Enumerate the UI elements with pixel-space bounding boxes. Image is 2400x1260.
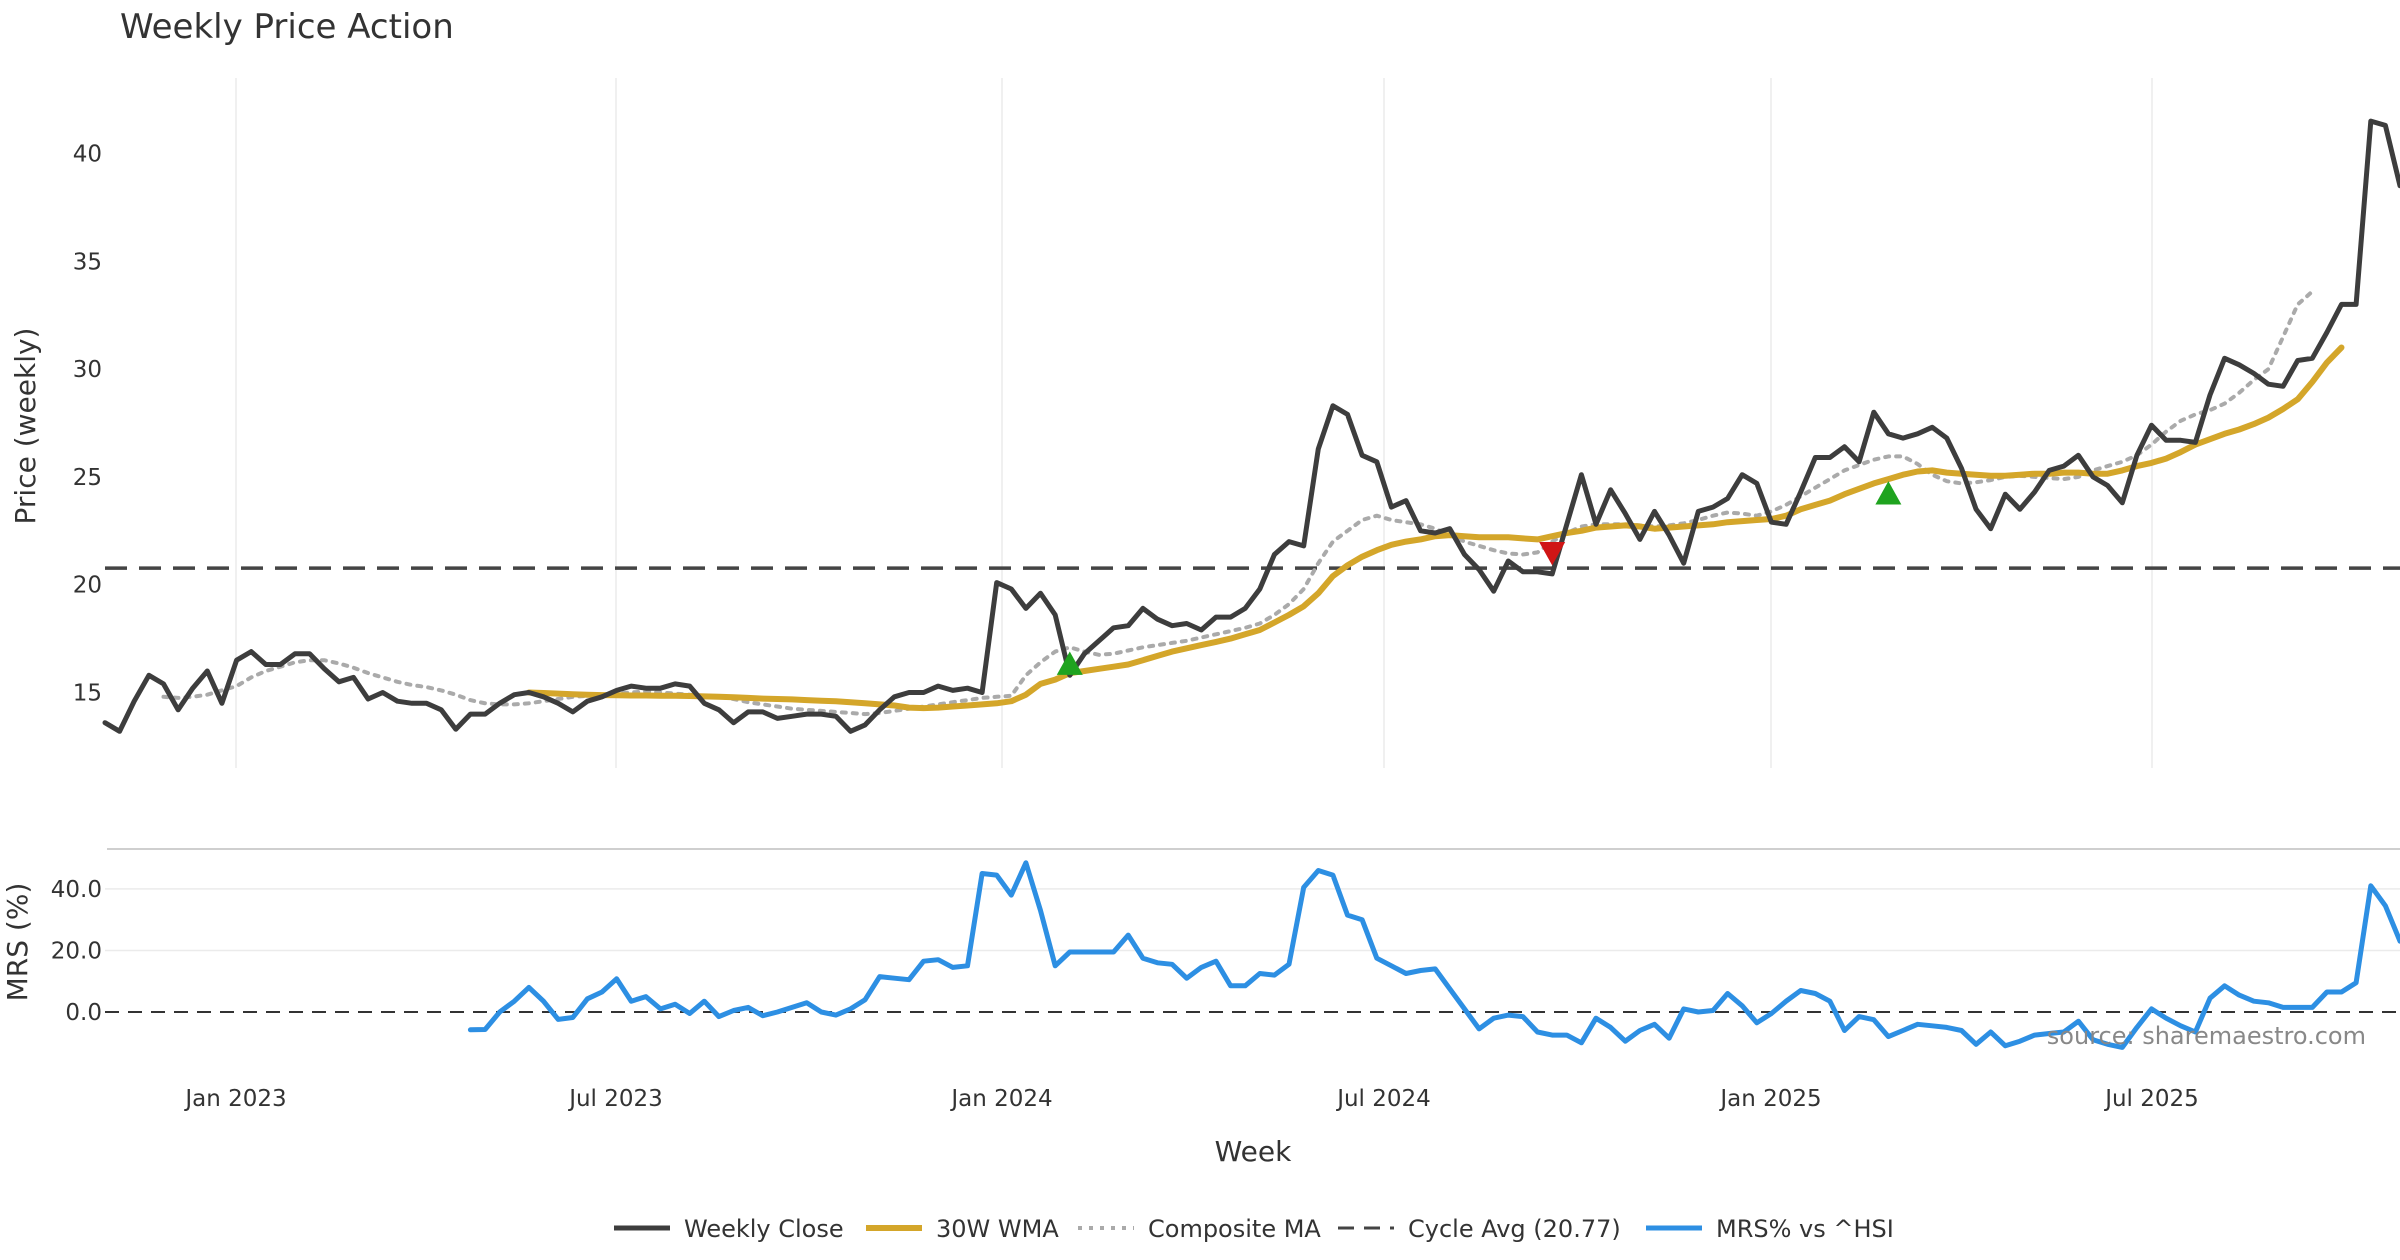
wma-legend-label: 30W WMA [936,1215,1059,1243]
price-panel: 15 20 25 30 35 40 Price (weekly) [9,78,2400,768]
price-y-axis-label: Price (weekly) [9,328,42,525]
price-grid [235,78,2153,768]
x-tick-label: Jul 2025 [2103,1086,2199,1112]
buy-signal-marker [1875,481,1902,505]
sell-signal-marker [1539,541,1566,566]
price-ytick-label: 15 [73,681,102,707]
close-legend-label: Weekly Close [684,1215,844,1243]
source-note: source: sharemaestro.com [2047,1022,2366,1050]
weekly-close-line [102,118,2400,734]
price-ytick-label: 25 [73,465,102,491]
x-tick-label: Jan 2024 [949,1086,1052,1112]
legend: Weekly Close 30W WMA Composite MA Cycle Avg… [614,1215,1894,1243]
mrs-line [467,860,2400,1050]
buy-signal-marker [1056,651,1083,675]
cycle-legend-label: Cycle Avg (20.77) [1408,1215,1621,1243]
mrs-panel: 40.0 20.0 0.0 MRS (%) source: sharemaestro… [1,860,2400,1050]
x-tick-label: Jul 2024 [1335,1086,1431,1112]
x-axis-label: Week [1215,1135,1292,1168]
mrs-legend-label: MRS% vs ^HSI [1716,1215,1894,1243]
mrs-ytick-label: 40.0 [51,877,102,903]
price-ytick-label: 35 [73,249,102,275]
mrs-ytick-label: 20.0 [51,938,102,964]
price-ytick-label: 30 [73,357,102,383]
x-tick-label: Jul 2023 [567,1086,663,1112]
price-y-ticks: 15 20 25 30 35 40 [73,141,102,706]
price-series [102,118,2400,734]
chart-title: Weekly Price Action [120,7,454,47]
x-tick-label: Jan 2023 [183,1086,286,1112]
composite-legend-label: Composite MA [1148,1215,1321,1243]
mrs-y-axis-label: MRS (%) [1,883,34,1002]
wma-30w-line [525,344,2345,712]
mrs-grid [105,888,2400,952]
mrs-ytick-label: 0.0 [65,1000,102,1026]
signal-markers [1056,481,1902,675]
price-ytick-label: 20 [73,573,102,599]
mrs-series [467,860,2400,1050]
x-tick-label: Jan 2025 [1718,1086,1821,1112]
mrs-y-ticks: 40.0 20.0 0.0 [51,877,102,1026]
composite-ma-line [161,289,2315,717]
x-ticks: Jan 2023 Jul 2023 Jan 2024 Jul 2024 Jan 2025… [183,1086,2198,1112]
price-ytick-label: 40 [73,141,102,167]
